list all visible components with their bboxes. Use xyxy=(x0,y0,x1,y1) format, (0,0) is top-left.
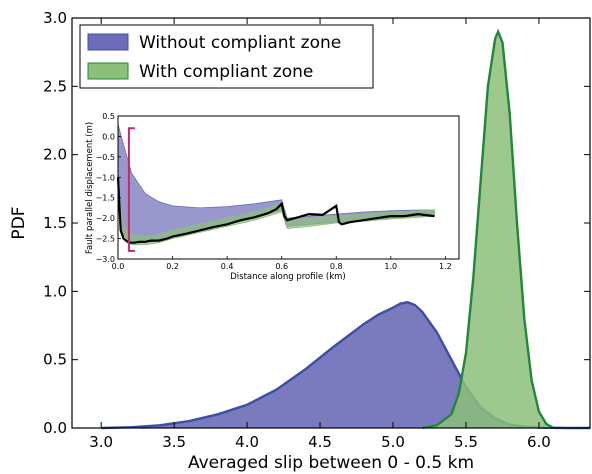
legend-label-with: With compliant zone xyxy=(139,62,313,82)
inset-y-tick-label: −1.0 xyxy=(96,173,115,182)
y-tick-label: 0.0 xyxy=(43,419,67,437)
inset-x-tick-label: 1.0 xyxy=(384,262,397,271)
x-tick-label: 4.5 xyxy=(308,433,332,451)
inset-y-tick-label: 0.5 xyxy=(102,112,115,121)
inset-line-0 xyxy=(116,177,435,244)
y-tick-label: 2.5 xyxy=(43,77,67,95)
x-tick-label: 3.5 xyxy=(162,433,186,451)
inset-y-tick-label: −0.5 xyxy=(96,153,115,162)
inset-x-tick-label: 0.4 xyxy=(221,262,234,271)
main-plot-areas xyxy=(101,28,590,430)
inset-x-tick-label: 0.6 xyxy=(275,262,288,271)
y-tick-label: 0.5 xyxy=(43,351,67,369)
inset-y-tick-label: −2.5 xyxy=(96,235,115,244)
inset-bracket xyxy=(127,127,135,252)
y-tick-label: 1.0 xyxy=(43,282,67,300)
legend: Without compliant zone With compliant zo… xyxy=(79,24,374,89)
inset-y-tick-label: −3.0 xyxy=(96,255,115,264)
y-tick-label: 3.0 xyxy=(43,9,67,27)
inset-x-tick-label: 0.2 xyxy=(166,262,179,271)
legend-swatch-with xyxy=(87,62,129,80)
area-fill-1 xyxy=(422,31,554,428)
inset-y-ticks: 0.5 0.0 −0.5 −1.0 −1.5 −2.0 −2.5 −3.0 xyxy=(96,112,121,264)
inset-plot-frame xyxy=(117,115,460,260)
legend-frame xyxy=(79,24,374,89)
inset-y-tick-label: 0.0 xyxy=(102,132,115,141)
inset-y-tick-label: −1.5 xyxy=(96,194,115,203)
y-tick-label: 1.5 xyxy=(43,214,67,232)
inset-x-tick-label: 0.0 xyxy=(112,262,125,271)
x-tick-label: 5.5 xyxy=(454,433,478,451)
x-tick-label: 4.0 xyxy=(235,433,259,451)
inset-x-tick-label: 1.2 xyxy=(439,262,452,271)
main-y-axis-label: PDF xyxy=(9,206,29,239)
legend-label-without: Without compliant zone xyxy=(139,33,341,53)
area-edge-1 xyxy=(421,28,555,430)
inset-y-axis-label: Fault parallel displacement (m) xyxy=(85,122,95,254)
main-y-ticks: 0.0 0.5 1.0 1.5 2.0 2.5 3.0 xyxy=(43,9,590,437)
inset-x-axis-label: Distance along profile (km) xyxy=(230,272,346,282)
inset-x-tick-label: 0.8 xyxy=(330,262,343,271)
main-x-axis-label: Averaged slip between 0 - 0.5 km xyxy=(188,453,474,473)
x-tick-label: 3.0 xyxy=(89,433,113,451)
y-tick-label: 2.0 xyxy=(43,146,67,164)
inset-y-tick-label: −2.0 xyxy=(96,214,115,223)
inset-x-ticks: 0.0 0.2 0.4 0.6 0.8 1.0 1.2 xyxy=(112,256,452,271)
main-x-ticks: 3.0 3.5 4.0 4.5 5.0 5.5 6.0 xyxy=(89,18,551,451)
legend-swatch-without xyxy=(87,33,129,51)
inset-plot-content xyxy=(116,124,435,252)
x-tick-label: 6.0 xyxy=(527,433,551,451)
x-tick-label: 5.0 xyxy=(381,433,405,451)
